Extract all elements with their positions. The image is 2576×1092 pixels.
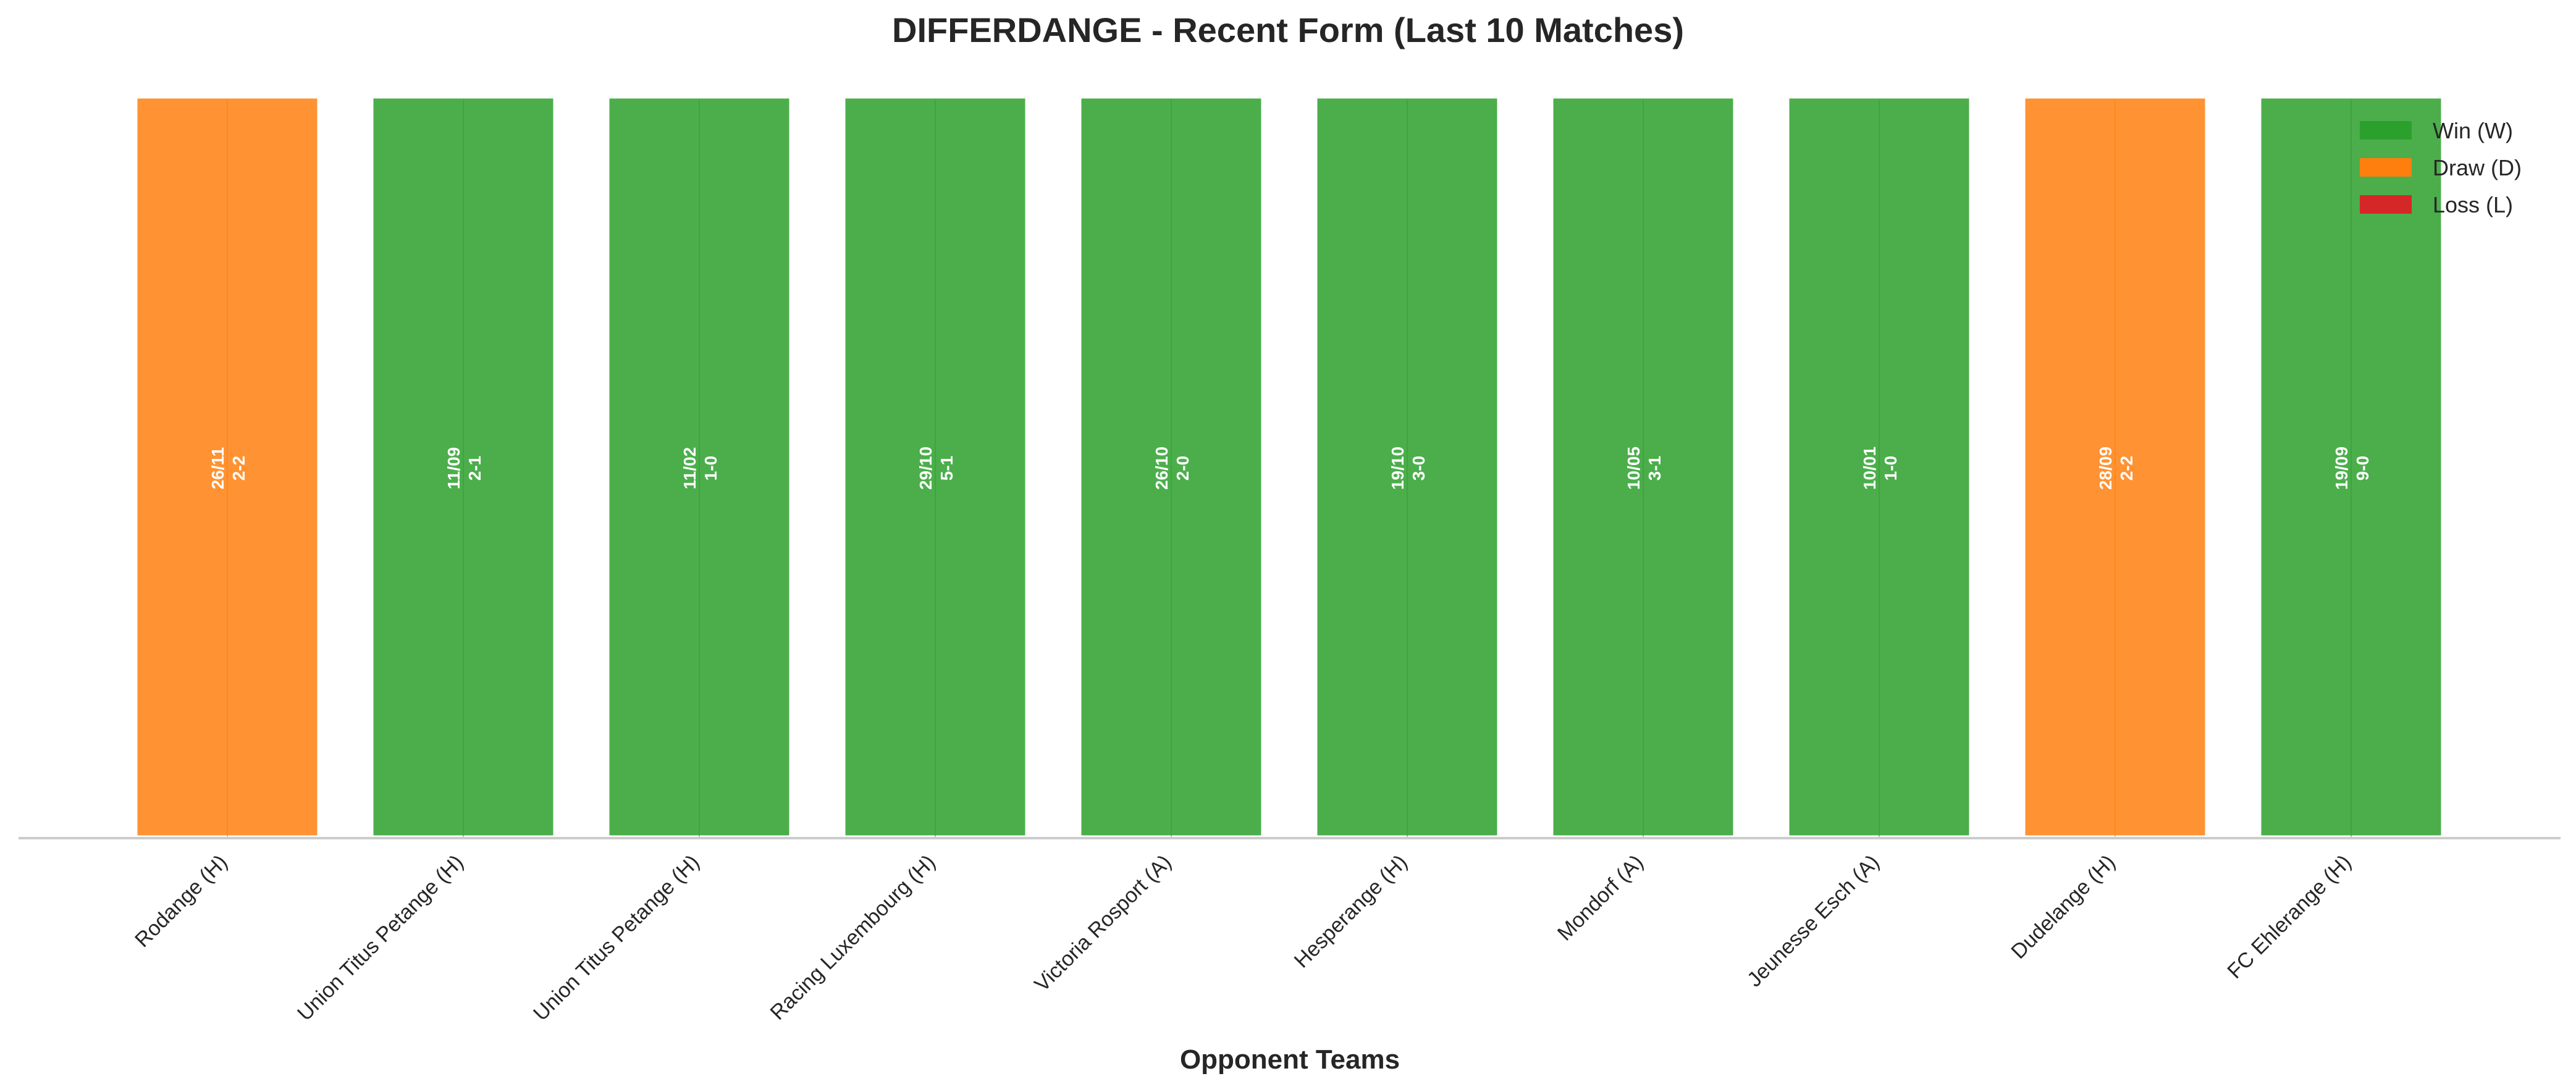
bar-label-7: 10/05 3-1 [1624,447,1664,490]
bar-score-label: 1-0 [1881,456,1900,481]
legend-label-d: Draw (D) [2433,155,2522,180]
bars-layer: 26/11 2-2 11/09 2-1 11/02 1-0 29/10 5-1 26/10 2-0… [134,95,2444,839]
chart-title: DIFFERDANGE - Recent Form (Last 10 Match… [892,10,1684,49]
bar-date-label: 10/01 [1860,447,1879,490]
bar-label-1: 26/11 2-2 [208,447,248,490]
x-tick-label-6: Hesperange (H) [1290,850,1412,973]
bar-score-label: 2-2 [229,456,248,481]
x-tick-label-4: Racing Luxembourg (H) [766,850,940,1025]
bar-score-label: 5-1 [937,456,956,481]
bar-label-4: 29/10 5-1 [916,447,956,490]
bar-label-6: 19/10 3-0 [1388,447,1428,490]
bar-date-label: 11/09 [444,447,463,490]
bar-score-label: 3-1 [1645,456,1664,481]
bar-date-label: 10/05 [1624,447,1643,490]
bar-score-label: 2-1 [465,456,484,481]
legend-swatch-l [2360,195,2412,214]
legend-swatch-d [2360,158,2412,177]
x-axis-label: Opponent Teams [1180,1044,1400,1075]
x-tick-label-7: Mondorf (A) [1553,850,1648,946]
x-tick-label-2: Union Titus Petange (H) [293,850,468,1025]
bar-date-label: 19/09 [2332,447,2351,490]
bar-date-label: 28/09 [2096,447,2115,490]
x-tick-label-9: Dudelange (H) [2006,850,2119,964]
x-tick-label-1: Rodange (H) [130,850,232,952]
legend: Win (W) Draw (D) Loss (L) [2360,118,2522,217]
bar-score-label: 3-0 [1409,456,1428,481]
bar-date-label: 19/10 [1388,447,1407,490]
legend-swatch-w [2360,121,2412,140]
bar-score-label: 9-0 [2353,456,2372,481]
bar-score-label: 2-0 [1173,456,1192,481]
bar-label-2: 11/09 2-1 [444,447,484,490]
x-tick-labels: Rodange (H) Union Titus Petange (H) Union … [130,850,2356,1025]
x-tick-label-3: Union Titus Petange (H) [529,850,704,1025]
bar-label-8: 10/01 1-0 [1860,447,1900,490]
bar-date-label: 11/02 [680,447,699,490]
legend-label-l: Loss (L) [2433,192,2513,217]
bar-date-label: 26/10 [1152,447,1171,490]
bar-label-5: 26/10 2-0 [1152,447,1192,490]
bar-score-label: 1-0 [701,456,720,481]
bar-label-3: 11/02 1-0 [680,447,720,490]
bar-score-label: 2-2 [2117,456,2136,481]
bar-date-label: 29/10 [916,447,935,490]
x-tick-label-8: Jeunesse Esch (A) [1743,850,1884,992]
x-tick-label-10: FC Ehlerange (H) [2223,850,2355,983]
bar-label-9: 28/09 2-2 [2096,447,2136,490]
bar-label-10: 19/09 9-0 [2332,447,2372,490]
x-tick-label-5: Victoria Rosport (A) [1030,850,1176,996]
bar-date-label: 26/11 [208,447,227,490]
legend-label-w: Win (W) [2433,118,2513,143]
